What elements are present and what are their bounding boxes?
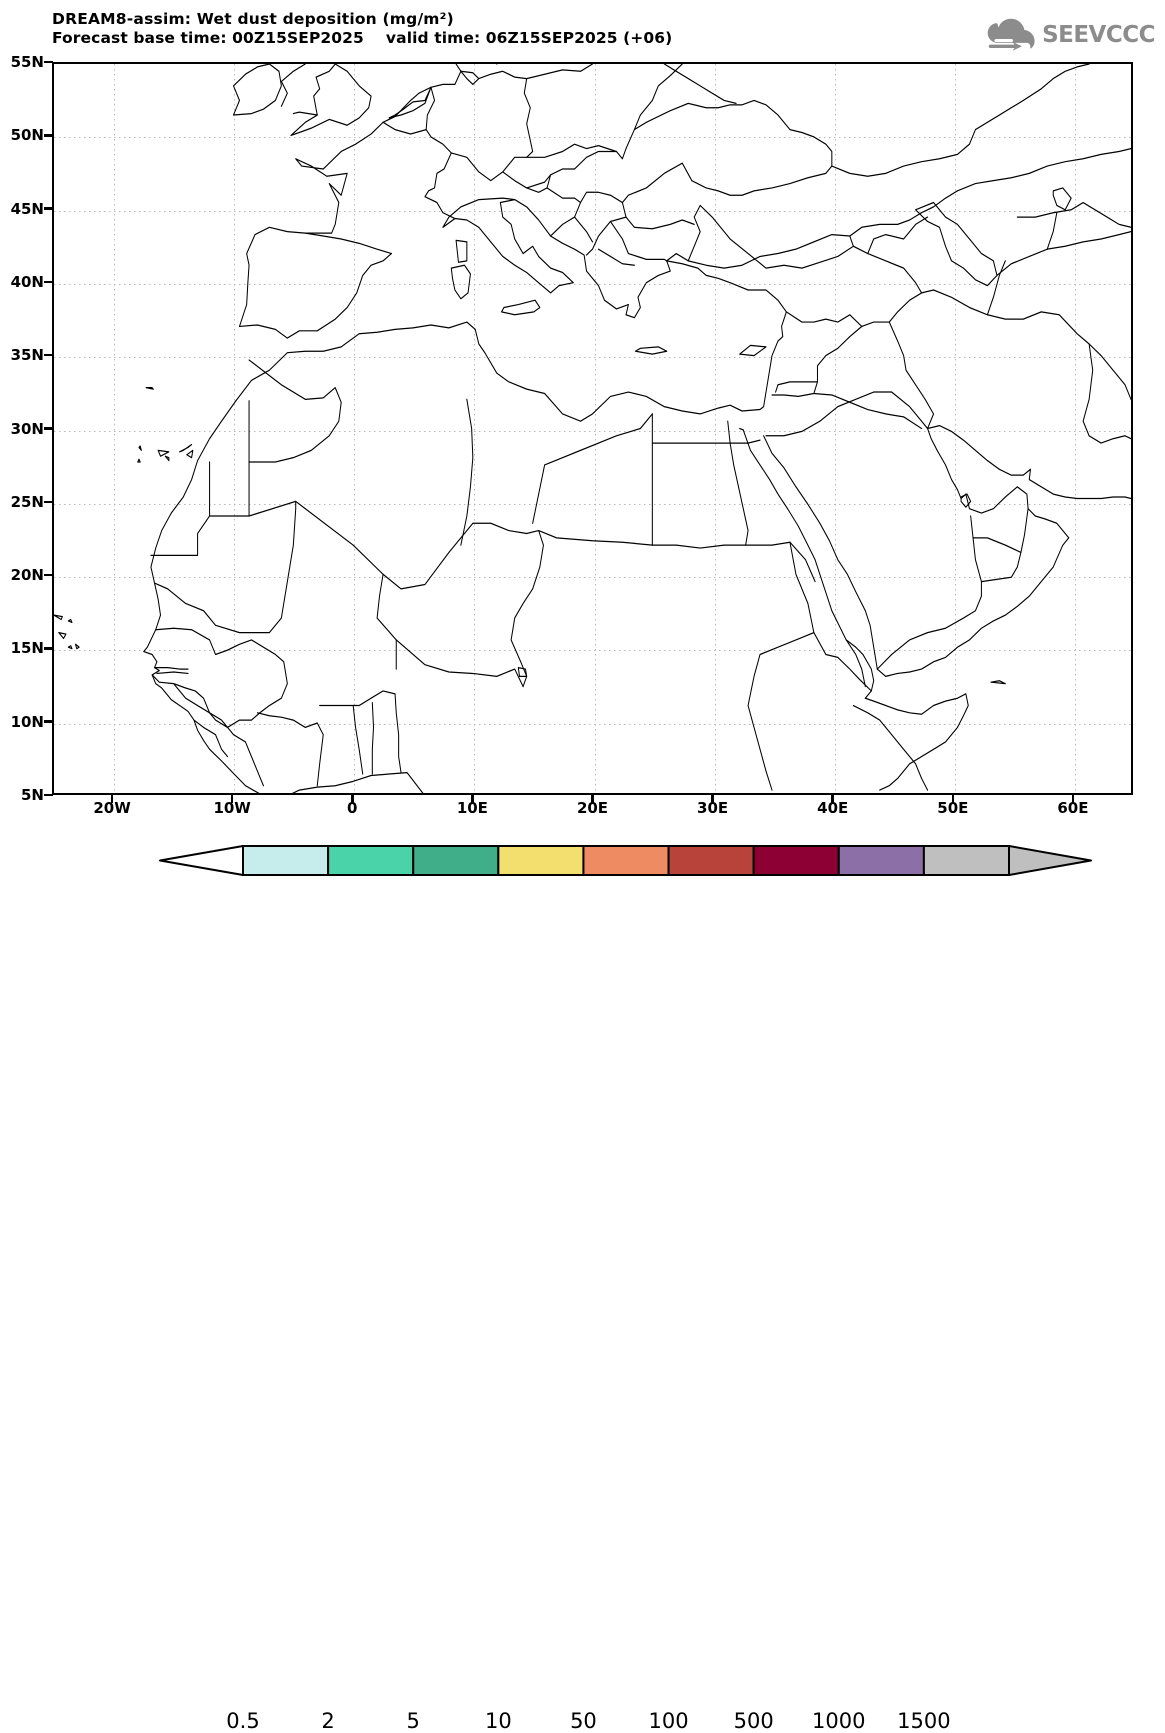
gridline-vertical [234, 64, 236, 793]
x-axis-tick [831, 795, 834, 803]
x-axis-label: 10E [456, 799, 488, 817]
x-axis-tick [951, 795, 955, 803]
gridline-horizontal [54, 283, 1131, 285]
y-axis-tick [44, 353, 53, 357]
y-axis-label: 5N [21, 786, 44, 804]
y-axis-label: 40N [10, 272, 44, 291]
x-axis-tick [110, 795, 114, 803]
gridline-vertical [354, 64, 356, 793]
colorbar-swatch [582, 845, 670, 876]
gridline-vertical [114, 64, 116, 793]
gridline-horizontal [54, 503, 1131, 505]
colorbar-level-label: 50 [570, 1709, 597, 1733]
y-axis-label: 10N [10, 712, 44, 731]
seevccc-logo: SEEVCCC [987, 16, 1155, 54]
x-axis-tick [230, 795, 234, 803]
map-coastlines [54, 64, 1131, 793]
y-axis-label: 35N [10, 346, 44, 365]
y-axis-tick [44, 427, 53, 430]
x-axis-label: 0 [347, 799, 358, 817]
gridline-vertical [1074, 64, 1076, 793]
y-axis-label: 55N [10, 53, 44, 71]
y-axis-label: 50N [10, 126, 44, 145]
gridline-vertical [954, 64, 956, 793]
colorbar-level-label: 0.5 [226, 1709, 260, 1733]
gridline-horizontal [54, 650, 1131, 652]
x-axis-label: 20E [576, 799, 609, 817]
y-axis-tick [44, 647, 53, 650]
x-axis-label: 30E [697, 799, 729, 817]
gridline-horizontal [54, 357, 1131, 359]
x-axis-label: 40E [817, 799, 849, 817]
y-axis-tick [44, 207, 53, 210]
gridline-vertical [474, 64, 476, 793]
y-axis-tick [44, 720, 53, 723]
y-axis-tick [44, 60, 53, 64]
x-axis-tick [711, 795, 714, 803]
y-axis-label: 20N [10, 566, 44, 585]
colorbar-level-label: 5 [406, 1709, 420, 1733]
y-axis-label: 15N [10, 639, 44, 658]
y-axis-label: 45N [10, 199, 44, 218]
x-axis-tick [351, 795, 354, 803]
colorbar-swatch [922, 845, 1011, 876]
x-axis-label: 10W [213, 799, 251, 817]
chart-title: DREAM8-assim: Wet dust deposition (mg/m²… [52, 10, 454, 28]
y-axis-label: 25N [10, 492, 44, 511]
colorbar-swatch [327, 845, 415, 876]
y-axis-tick [44, 134, 53, 137]
colorbar-level-label: 500 [733, 1709, 774, 1733]
gridline-vertical [594, 64, 596, 793]
cloud-wind-icon [984, 18, 1036, 52]
map-plot-area [52, 62, 1133, 795]
gridline-vertical [714, 64, 716, 793]
gridline-horizontal [54, 210, 1131, 212]
y-axis-tick [44, 573, 53, 577]
y-axis-tick [44, 793, 53, 797]
colorbar-swatch [752, 845, 840, 876]
gridline-horizontal [54, 137, 1131, 139]
y-axis-label: 30N [10, 419, 44, 438]
x-axis-tick [471, 795, 474, 803]
gridline-horizontal [54, 723, 1131, 725]
colorbar: 0.5 2 5 10 50 100 500 1000 1500 [0, 842, 1165, 1732]
x-axis-tick [1071, 795, 1075, 803]
colorbar-under-arrow [159, 845, 244, 876]
colorbar-swatch [412, 845, 500, 876]
colorbar-level-label: 1000 [812, 1709, 866, 1733]
chart-subtitle: Forecast base time: 00Z15SEP2025 valid t… [52, 29, 673, 47]
colorbar-swatch [667, 845, 755, 876]
y-axis-tick [44, 280, 53, 284]
colorbar-level-label: 1500 [897, 1709, 951, 1733]
colorbar-level-label: 2 [321, 1709, 335, 1733]
seevccc-logo-text: SEEVCCC [1042, 21, 1155, 48]
colorbar-over-arrow [1008, 845, 1092, 876]
colorbar-swatch [837, 845, 925, 876]
y-axis-tick [44, 500, 53, 504]
colorbar-level-label: 100 [648, 1709, 689, 1733]
gridline-horizontal [54, 430, 1131, 432]
colorbar-swatches [159, 845, 1092, 876]
x-axis-tick [591, 795, 594, 803]
x-axis-label: 50E [937, 799, 969, 817]
x-axis-label: 20W [93, 799, 131, 817]
chart-header: DREAM8-assim: Wet dust deposition (mg/m²… [52, 10, 952, 48]
gridline-vertical [834, 64, 836, 793]
colorbar-swatch [497, 845, 585, 876]
x-axis-label: 60E [1057, 799, 1089, 817]
colorbar-level-label: 10 [484, 1709, 512, 1733]
colorbar-swatch [242, 845, 330, 876]
gridline-horizontal [54, 577, 1131, 579]
